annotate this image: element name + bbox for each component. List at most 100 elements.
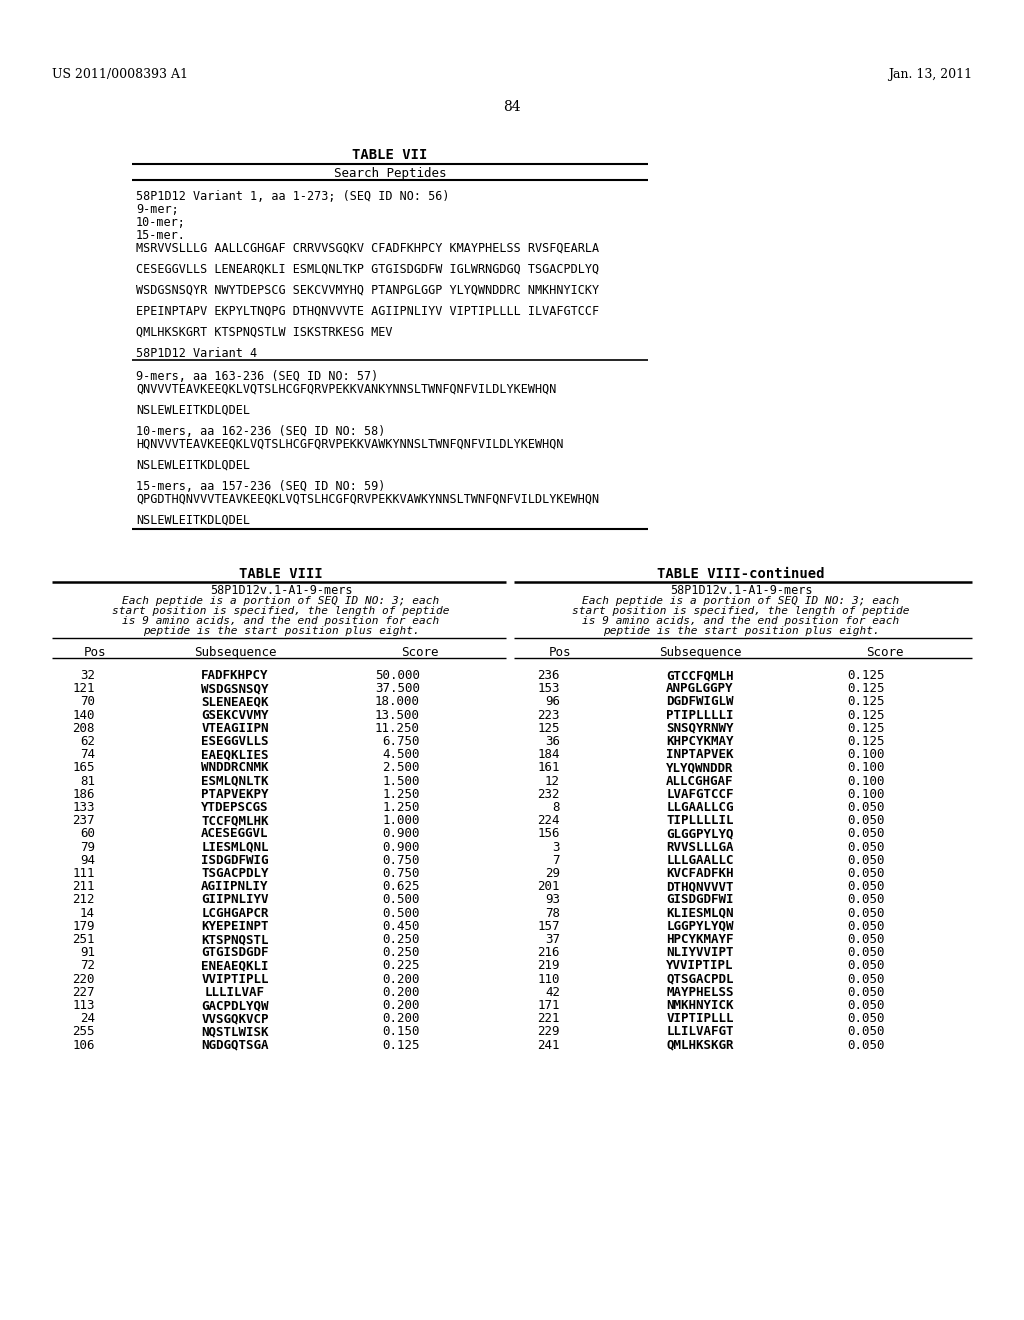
Text: LLLGAALLC: LLLGAALLC [667,854,734,867]
Text: WSDGSNSQYR NWYTDEPSCG SEKCVVMYHQ PTANPGLGGP YLYQWNDDRC NMKHNYICKY: WSDGSNSQYR NWYTDEPSCG SEKCVVMYHQ PTANPGL… [136,284,599,297]
Text: 0.200: 0.200 [383,986,420,999]
Text: WSDGSNSQY: WSDGSNSQY [202,682,268,696]
Text: LLILVAFGT: LLILVAFGT [667,1026,734,1039]
Text: 7: 7 [553,854,560,867]
Text: 3: 3 [553,841,560,854]
Text: FADFKHPCY: FADFKHPCY [202,669,268,682]
Text: KHPCYKMAY: KHPCYKMAY [667,735,734,748]
Text: NSLEWLEITKDLQDEL: NSLEWLEITKDLQDEL [136,459,250,473]
Text: 241: 241 [538,1039,560,1052]
Text: TCCFQMLHK: TCCFQMLHK [202,814,268,828]
Text: 6.750: 6.750 [383,735,420,748]
Text: is 9 amino acids, and the end position for each: is 9 amino acids, and the end position f… [583,616,900,626]
Text: 0.250: 0.250 [383,946,420,960]
Text: 251: 251 [73,933,95,946]
Text: 84: 84 [503,100,521,114]
Text: 79: 79 [80,841,95,854]
Text: 91: 91 [80,946,95,960]
Text: 224: 224 [538,814,560,828]
Text: peptide is the start position plus eight.: peptide is the start position plus eight… [142,626,420,636]
Text: 0.125: 0.125 [848,669,885,682]
Text: NGDGQTSGA: NGDGQTSGA [202,1039,268,1052]
Text: 15-mers, aa 157-236 (SEQ ID NO: 59): 15-mers, aa 157-236 (SEQ ID NO: 59) [136,480,385,492]
Text: 161: 161 [538,762,560,775]
Text: EAEQKLIES: EAEQKLIES [202,748,268,762]
Text: DGDFWIGLW: DGDFWIGLW [667,696,734,709]
Text: YVVIPTIPL: YVVIPTIPL [667,960,734,973]
Text: 93: 93 [545,894,560,907]
Text: 32: 32 [80,669,95,682]
Text: YTDEPSCGS: YTDEPSCGS [202,801,268,814]
Text: TSGACPDLY: TSGACPDLY [202,867,268,880]
Text: 10-mers, aa 162-236 (SEQ ID NO: 58): 10-mers, aa 162-236 (SEQ ID NO: 58) [136,425,385,438]
Text: 9-mers, aa 163-236 (SEQ ID NO: 57): 9-mers, aa 163-236 (SEQ ID NO: 57) [136,370,378,383]
Text: 0.050: 0.050 [848,946,885,960]
Text: Search Peptides: Search Peptides [334,168,446,180]
Text: NSLEWLEITKDLQDEL: NSLEWLEITKDLQDEL [136,513,250,527]
Text: KLIESMLQN: KLIESMLQN [667,907,734,920]
Text: 113: 113 [73,999,95,1012]
Text: Subsequence: Subsequence [194,645,276,659]
Text: 0.900: 0.900 [383,841,420,854]
Text: 237: 237 [73,814,95,828]
Text: 0.500: 0.500 [383,894,420,907]
Text: peptide is the start position plus eight.: peptide is the start position plus eight… [603,626,880,636]
Text: Jan. 13, 2011: Jan. 13, 2011 [888,69,972,81]
Text: GACPDLYQW: GACPDLYQW [202,999,268,1012]
Text: 0.050: 0.050 [848,854,885,867]
Text: INPTAPVEK: INPTAPVEK [667,748,734,762]
Text: 0.050: 0.050 [848,960,885,973]
Text: 0.100: 0.100 [848,748,885,762]
Text: ESMLQNLTK: ESMLQNLTK [202,775,268,788]
Text: 2.500: 2.500 [383,762,420,775]
Text: 0.050: 0.050 [848,828,885,841]
Text: 58P1D12 Variant 4: 58P1D12 Variant 4 [136,347,257,360]
Text: 0.100: 0.100 [848,775,885,788]
Text: ACESEGGVL: ACESEGGVL [202,828,268,841]
Text: 0.100: 0.100 [848,762,885,775]
Text: 74: 74 [80,748,95,762]
Text: is 9 amino acids, and the end position for each: is 9 amino acids, and the end position f… [123,616,439,626]
Text: 0.750: 0.750 [383,854,420,867]
Text: 0.625: 0.625 [383,880,420,894]
Text: EPEINPTAPV EKPYLTNQPG DTHQNVVVTE AGIIPNLIYV VIPTIPLLLL ILVAFGTCCF: EPEINPTAPV EKPYLTNQPG DTHQNVVVTE AGIIPNL… [136,305,599,318]
Text: DTHQNVVVT: DTHQNVVVT [667,880,734,894]
Text: 8: 8 [553,801,560,814]
Text: Pos: Pos [549,645,571,659]
Text: WNDDRCNMK: WNDDRCNMK [202,762,268,775]
Text: NSLEWLEITKDLQDEL: NSLEWLEITKDLQDEL [136,404,250,417]
Text: 208: 208 [73,722,95,735]
Text: 0.050: 0.050 [848,801,885,814]
Text: 232: 232 [538,788,560,801]
Text: 0.900: 0.900 [383,828,420,841]
Text: 0.250: 0.250 [383,933,420,946]
Text: QTSGACPDL: QTSGACPDL [667,973,734,986]
Text: 110: 110 [538,973,560,986]
Text: 0.225: 0.225 [383,960,420,973]
Text: 0.050: 0.050 [848,880,885,894]
Text: 220: 220 [73,973,95,986]
Text: NLIYVVIPT: NLIYVVIPT [667,946,734,960]
Text: 37.500: 37.500 [375,682,420,696]
Text: 212: 212 [73,894,95,907]
Text: Score: Score [866,645,904,659]
Text: 0.125: 0.125 [848,709,885,722]
Text: SLENEAEQK: SLENEAEQK [202,696,268,709]
Text: LGGPYLYQW: LGGPYLYQW [667,920,734,933]
Text: 0.450: 0.450 [383,920,420,933]
Text: YLYQWNDDR: YLYQWNDDR [667,762,734,775]
Text: 171: 171 [538,999,560,1012]
Text: 1.250: 1.250 [383,801,420,814]
Text: 37: 37 [545,933,560,946]
Text: 0.750: 0.750 [383,867,420,880]
Text: 106: 106 [73,1039,95,1052]
Text: 0.100: 0.100 [848,788,885,801]
Text: AGIIPNLIY: AGIIPNLIY [202,880,268,894]
Text: 13.500: 13.500 [375,709,420,722]
Text: LLGAALLCG: LLGAALLCG [667,801,734,814]
Text: 216: 216 [538,946,560,960]
Text: GLGGPYLYQ: GLGGPYLYQ [667,828,734,841]
Text: 0.200: 0.200 [383,973,420,986]
Text: VVSGQKVCP: VVSGQKVCP [202,1012,268,1026]
Text: 0.125: 0.125 [383,1039,420,1052]
